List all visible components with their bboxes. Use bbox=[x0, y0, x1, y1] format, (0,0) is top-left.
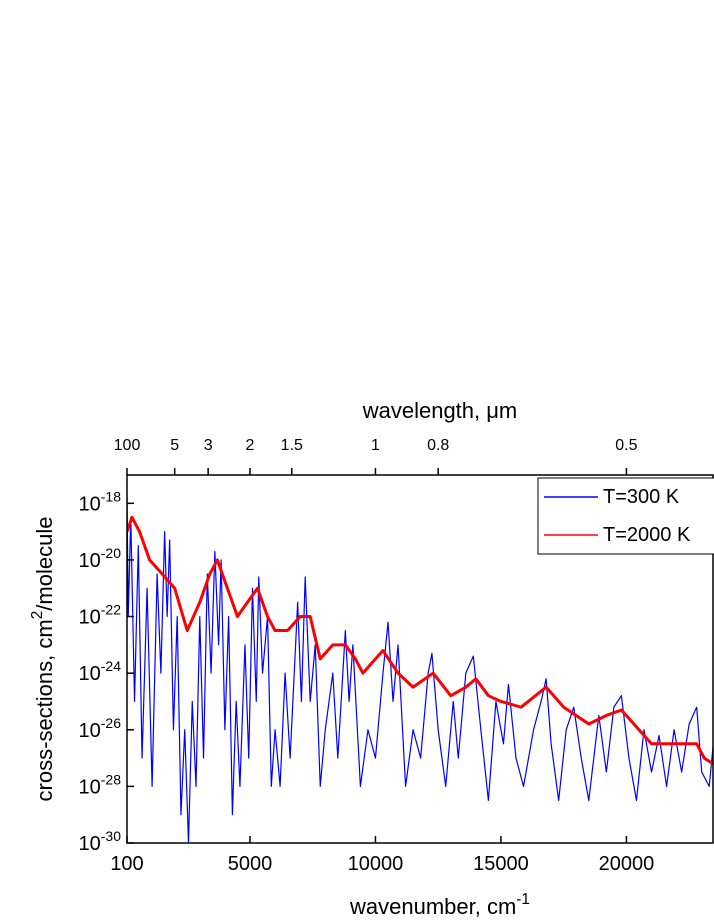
y-tick-label: 10-30 bbox=[79, 828, 122, 856]
series-line bbox=[127, 497, 713, 843]
x2-tick-label: 1.5 bbox=[281, 437, 303, 454]
x-tick-label: 20000 bbox=[599, 853, 655, 875]
y-tick-label: 10-20 bbox=[79, 545, 122, 573]
x-tick-label: 100 bbox=[110, 853, 143, 875]
x2-tick-label: 0.5 bbox=[615, 437, 637, 454]
x-tick-label: 10000 bbox=[348, 853, 404, 875]
x-axis-label: wavenumber, cm-1 bbox=[349, 891, 530, 919]
x2-tick-label: 2 bbox=[246, 437, 255, 454]
x2-axis-label: wavelength, μm bbox=[362, 398, 518, 423]
x2-tick-label: 3 bbox=[204, 437, 213, 454]
x-tick-label: 5000 bbox=[228, 853, 273, 875]
x2-tick-label: 100 bbox=[114, 437, 141, 454]
y-tick-label: 10-22 bbox=[79, 601, 122, 629]
legend-box bbox=[537, 477, 714, 555]
x2-tick-label: 5 bbox=[170, 437, 179, 454]
y-tick-label: 10-28 bbox=[79, 771, 122, 799]
plot-frame bbox=[126, 474, 714, 844]
y-tick-label: 10-18 bbox=[79, 488, 122, 516]
y-tick-label: 10-26 bbox=[79, 714, 122, 742]
x-tick-label: 15000 bbox=[473, 853, 529, 875]
x2-tick-label: 0.8 bbox=[427, 437, 449, 454]
legend-text: T=2000 K bbox=[603, 524, 691, 546]
y-axis-label: cross-sections, cm2/molecule bbox=[29, 517, 57, 802]
x2-tick-label: 1 bbox=[371, 437, 380, 454]
y-tick-label: 10-24 bbox=[79, 658, 122, 686]
series-line bbox=[127, 515, 713, 766]
legend-text: T=300 K bbox=[603, 486, 680, 508]
